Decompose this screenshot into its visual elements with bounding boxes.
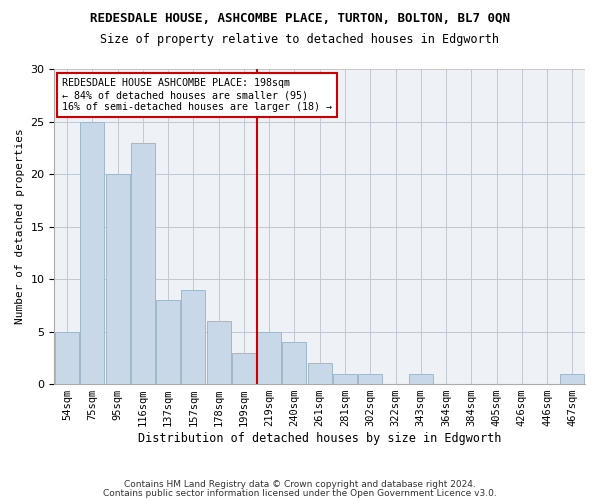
- Bar: [181, 290, 205, 384]
- Text: Size of property relative to detached houses in Edgworth: Size of property relative to detached ho…: [101, 32, 499, 46]
- Bar: [358, 374, 382, 384]
- Bar: [206, 321, 230, 384]
- Bar: [55, 332, 79, 384]
- Bar: [232, 352, 256, 384]
- Bar: [257, 332, 281, 384]
- Bar: [560, 374, 584, 384]
- Bar: [80, 122, 104, 384]
- Bar: [308, 363, 332, 384]
- Y-axis label: Number of detached properties: Number of detached properties: [15, 128, 25, 324]
- Text: Contains public sector information licensed under the Open Government Licence v3: Contains public sector information licen…: [103, 489, 497, 498]
- Text: REDESDALE HOUSE, ASHCOMBE PLACE, TURTON, BOLTON, BL7 0QN: REDESDALE HOUSE, ASHCOMBE PLACE, TURTON,…: [90, 12, 510, 26]
- Bar: [409, 374, 433, 384]
- Bar: [106, 174, 130, 384]
- Bar: [131, 142, 155, 384]
- X-axis label: Distribution of detached houses by size in Edgworth: Distribution of detached houses by size …: [138, 432, 502, 445]
- Bar: [156, 300, 180, 384]
- Bar: [283, 342, 307, 384]
- Text: Contains HM Land Registry data © Crown copyright and database right 2024.: Contains HM Land Registry data © Crown c…: [124, 480, 476, 489]
- Bar: [333, 374, 357, 384]
- Text: REDESDALE HOUSE ASHCOMBE PLACE: 198sqm
← 84% of detached houses are smaller (95): REDESDALE HOUSE ASHCOMBE PLACE: 198sqm ←…: [62, 78, 332, 112]
